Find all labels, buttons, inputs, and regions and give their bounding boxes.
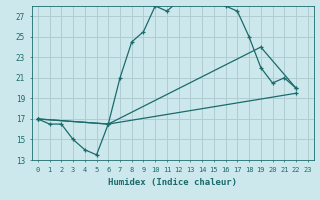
X-axis label: Humidex (Indice chaleur): Humidex (Indice chaleur) xyxy=(108,179,237,188)
